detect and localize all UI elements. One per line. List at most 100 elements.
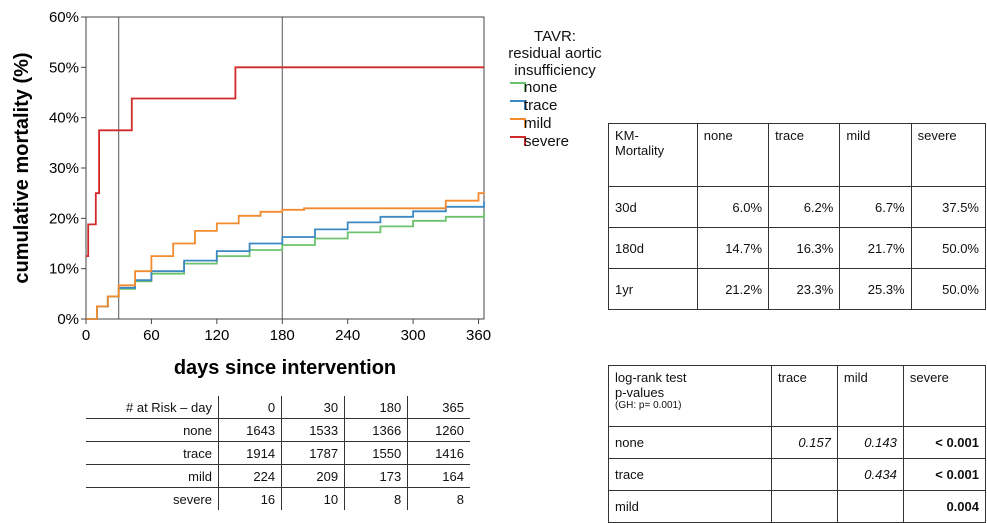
table-header-cell: severe: [902, 365, 987, 427]
legend-swatch: [510, 100, 526, 110]
series-line-trace: [86, 201, 485, 320]
series-line-mild: [86, 191, 485, 320]
table-cell: 0.143: [836, 426, 904, 459]
legend-item-severe: severe: [510, 133, 610, 151]
x-tick-label: 0: [82, 327, 90, 344]
table-header-cell: severe: [910, 123, 987, 187]
table-cell: 173: [344, 464, 409, 488]
table-cell: 6.0%: [696, 186, 770, 228]
table-header-row: KM- Mortality none trace mild severe: [608, 123, 987, 187]
table-header-cell: KM- Mortality: [608, 123, 698, 187]
table-header-cell: log-rank test p-values (GH: p= 0.001): [608, 365, 772, 427]
table-cell: 16.3%: [768, 227, 841, 269]
legend-swatch: [510, 118, 526, 128]
table-cell: 224: [218, 464, 283, 488]
table-cell: 6.2%: [768, 186, 841, 228]
legend-label: mild: [524, 115, 552, 132]
y-tick-label: 60%: [49, 9, 79, 26]
risk-table: # at Risk – day 0 30 180 365 none 1643 1…: [86, 396, 470, 510]
table-cell: none: [86, 418, 219, 442]
table-row: 180d 14.7% 16.3% 21.7% 50.0%: [608, 227, 987, 269]
y-axis-label: cumulative mortality (%): [11, 52, 33, 283]
table-header-cell: trace: [771, 365, 838, 427]
table-cell: none: [608, 426, 772, 459]
y-tick-label: 30%: [49, 160, 79, 177]
table-cell: 1643: [218, 418, 283, 442]
table-cell: 50.0%: [910, 227, 987, 269]
table-cell: 8: [456, 491, 464, 507]
table-cell: 209: [281, 464, 346, 488]
table-cell: 21.2%: [696, 268, 770, 310]
table-cell: 1914: [218, 441, 283, 465]
table-cell: 30d: [608, 186, 698, 228]
legend-label: severe: [524, 133, 570, 150]
table-cell: 50.0%: [910, 268, 987, 310]
x-tick-label: 240: [335, 327, 360, 344]
table-cell: 14.7%: [696, 227, 770, 269]
km-mortality-table: KM- Mortality none trace mild severe 30d…: [608, 123, 987, 310]
series-line-severe: [86, 66, 484, 257]
plot-frame: [85, 16, 485, 320]
table-cell: 0.157: [771, 426, 838, 459]
legend: TAVR: residual aortic insufficiency none…: [500, 28, 610, 151]
table-cell: [771, 458, 838, 491]
x-tick-label: 60: [143, 327, 160, 344]
table-cell: 25.3%: [839, 268, 912, 310]
table-row: mild 0.004: [608, 490, 987, 523]
table-cell: 1787: [281, 441, 346, 465]
legend-title-line: insufficiency: [514, 62, 596, 79]
table-cell: 1366: [344, 418, 409, 442]
table-cell: 1550: [344, 441, 409, 465]
table-cell: 1416: [407, 441, 470, 465]
table-row: trace 1914 1787 1550 1416: [86, 441, 470, 465]
table-cell: 1533: [281, 418, 346, 442]
table-cell: 10: [281, 487, 346, 510]
km-chart: 0 60 120 180 240 300 360 0% 10% 20% 30% 40% 50% 60% c…: [11, 9, 491, 379]
table-cell: 180d: [608, 227, 698, 269]
table-row: none 1643 1533 1366 1260: [86, 418, 470, 442]
x-tick-label: 360: [466, 327, 491, 344]
table-cell: 164: [407, 464, 470, 488]
table-cell: [771, 490, 838, 523]
legend-swatch: [510, 82, 526, 92]
table-cell: 21.7%: [839, 227, 912, 269]
legend-title: TAVR: residual aortic insufficiency: [500, 28, 610, 79]
table-header-cell: 0: [218, 396, 283, 419]
table-header-cell: 30: [281, 396, 346, 419]
table-row: severe 16 10 8 8: [86, 487, 470, 510]
table-header-cell: 365: [407, 396, 470, 419]
y-tick-label: 50%: [49, 59, 79, 76]
table-cell: mild: [608, 490, 772, 523]
x-axis-label: days since intervention: [174, 357, 396, 379]
y-tick-label: 40%: [49, 110, 79, 127]
legend-label: trace: [524, 97, 558, 114]
logrank-title: log-rank test p-values: [615, 370, 687, 400]
table-header-cell: 180: [344, 396, 409, 419]
table-row: 1yr 21.2% 23.3% 25.3% 50.0%: [608, 268, 987, 310]
x-tick-label: 120: [204, 327, 229, 344]
logrank-subtitle: (GH: p= 0.001): [615, 400, 682, 411]
table-row: none 0.157 0.143 < 0.001: [608, 426, 987, 459]
series-line-none: [86, 212, 485, 320]
legend-item-trace: trace: [510, 97, 610, 115]
legend-title-line: residual aortic: [508, 45, 602, 62]
table-header-cell: mild: [839, 123, 912, 187]
legend-label: none: [524, 79, 558, 96]
table-cell: 16: [218, 487, 283, 510]
table-cell: trace: [608, 458, 772, 491]
table-cell: [836, 490, 904, 523]
table-header-row: log-rank test p-values (GH: p= 0.001) tr…: [608, 365, 987, 427]
table-header-cell: mild: [836, 365, 904, 427]
logrank-table: log-rank test p-values (GH: p= 0.001) tr…: [608, 365, 987, 523]
table-cell: 6.7%: [839, 186, 912, 228]
table-cell: 8: [344, 487, 409, 510]
table-cell: 37.5%: [910, 186, 987, 228]
table-cell: 0.434: [836, 458, 904, 491]
table-row: 30d 6.0% 6.2% 6.7% 37.5%: [608, 186, 987, 228]
table-cell: mild: [86, 464, 219, 488]
table-header-cell: none: [696, 123, 770, 187]
table-row: mild 224 209 173 164: [86, 464, 470, 488]
legend-item-none: none: [510, 79, 610, 97]
table-header-cell: # at Risk – day: [86, 396, 219, 419]
legend-swatch: [510, 136, 526, 146]
